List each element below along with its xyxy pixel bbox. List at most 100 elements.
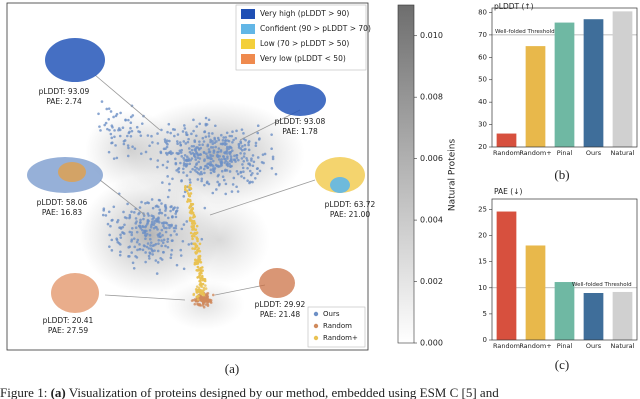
point — [166, 245, 170, 249]
point — [146, 212, 150, 215]
point — [237, 158, 240, 162]
point — [148, 233, 152, 237]
point — [107, 117, 111, 121]
point — [195, 134, 198, 138]
point — [164, 244, 167, 248]
point — [189, 231, 193, 235]
point — [207, 150, 211, 154]
point — [194, 158, 198, 161]
caption-text: Visualization of proteins designed by ou… — [69, 385, 499, 399]
x-tick-label: Natural — [611, 149, 635, 157]
point — [128, 213, 132, 217]
point — [191, 167, 194, 171]
point — [184, 131, 188, 134]
point — [202, 140, 206, 143]
point — [115, 112, 119, 116]
point — [208, 298, 212, 302]
point — [131, 145, 134, 149]
point — [203, 164, 207, 168]
point — [215, 188, 218, 191]
point — [174, 226, 178, 230]
point — [171, 177, 174, 181]
point — [180, 155, 184, 158]
point — [244, 138, 247, 142]
caption: Figure 1: (a) Visualization of proteins … — [0, 385, 499, 399]
point — [207, 132, 211, 135]
point — [156, 249, 160, 253]
point — [190, 132, 193, 136]
point — [147, 214, 150, 217]
point — [219, 150, 223, 153]
point — [237, 146, 241, 149]
point — [107, 107, 111, 110]
point — [119, 111, 122, 115]
x-tick-label: Pinal — [557, 149, 573, 157]
point — [214, 163, 218, 167]
pae-label: PAE: 27.59 — [48, 326, 89, 335]
point — [144, 237, 147, 241]
point — [169, 150, 172, 153]
point — [189, 158, 192, 162]
axes-frame — [491, 198, 638, 341]
point — [191, 207, 194, 211]
point — [206, 292, 210, 295]
point — [271, 157, 275, 161]
point — [224, 182, 228, 186]
point — [211, 146, 215, 149]
point — [256, 172, 259, 175]
point — [270, 167, 274, 170]
colorbar-tick-label: 0.006 — [420, 154, 443, 163]
x-tick-label: Ours — [586, 149, 602, 157]
point — [141, 248, 145, 252]
point — [188, 150, 192, 154]
point — [201, 298, 205, 301]
point — [99, 129, 102, 132]
point — [196, 239, 199, 243]
point — [122, 210, 125, 214]
point — [150, 214, 154, 218]
point — [160, 128, 163, 132]
point — [172, 207, 175, 210]
point — [241, 163, 244, 166]
point — [166, 195, 170, 199]
point — [140, 200, 143, 204]
point — [183, 190, 187, 194]
point — [182, 195, 186, 198]
point — [202, 286, 206, 290]
point — [110, 141, 113, 145]
point — [168, 224, 172, 227]
point — [98, 125, 101, 128]
point — [147, 254, 151, 258]
point — [118, 253, 122, 257]
point — [195, 231, 199, 235]
point — [179, 143, 183, 147]
point — [188, 199, 192, 202]
point — [226, 145, 229, 149]
point — [270, 147, 273, 151]
point — [180, 148, 184, 152]
point — [201, 143, 204, 147]
point — [188, 206, 191, 210]
point — [192, 292, 196, 296]
point — [151, 217, 154, 221]
point — [178, 141, 182, 144]
point — [160, 239, 163, 242]
point — [163, 138, 167, 141]
point — [195, 236, 199, 240]
point — [115, 156, 119, 160]
point — [167, 122, 171, 126]
point — [221, 139, 225, 142]
point — [166, 160, 170, 163]
point — [189, 192, 193, 195]
point — [162, 238, 166, 242]
point — [202, 293, 206, 296]
point — [195, 295, 198, 299]
plddt-label: pLDDT: 93.08 — [275, 117, 326, 126]
point — [156, 142, 160, 145]
point — [150, 220, 154, 224]
point — [135, 125, 139, 129]
point — [191, 237, 194, 241]
point — [213, 141, 217, 145]
point — [203, 159, 206, 163]
